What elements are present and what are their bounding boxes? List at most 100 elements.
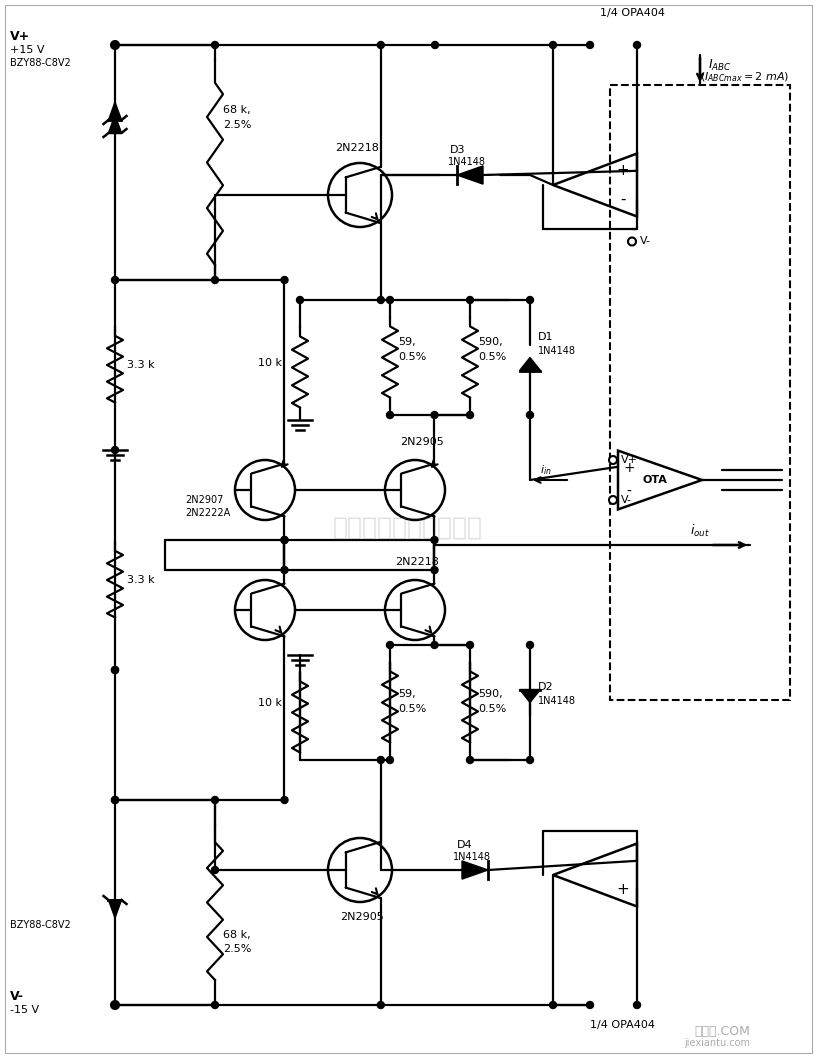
Text: 1/4 OPA404: 1/4 OPA404 [600, 8, 665, 18]
Circle shape [633, 1002, 641, 1008]
Text: -: - [620, 854, 626, 869]
Text: $i_{out}$: $i_{out}$ [690, 523, 710, 539]
Circle shape [281, 536, 288, 544]
Text: D4: D4 [457, 840, 472, 850]
Text: 3.3 k: 3.3 k [127, 574, 154, 585]
Polygon shape [109, 900, 122, 918]
Text: 0.5%: 0.5% [398, 705, 426, 714]
Circle shape [633, 41, 641, 49]
Polygon shape [520, 358, 540, 370]
Circle shape [111, 667, 118, 674]
Circle shape [281, 797, 288, 803]
Text: 0.5%: 0.5% [398, 352, 426, 363]
Circle shape [111, 1002, 118, 1008]
Text: V-: V- [621, 495, 632, 505]
Text: 1N4148: 1N4148 [453, 852, 491, 862]
Circle shape [628, 237, 636, 245]
Text: 10 k: 10 k [258, 697, 282, 708]
Circle shape [281, 566, 288, 573]
Circle shape [212, 41, 218, 49]
Circle shape [111, 41, 119, 49]
Text: OTA: OTA [642, 475, 667, 485]
Text: 0.5%: 0.5% [478, 705, 507, 714]
Text: 1/4 OPA404: 1/4 OPA404 [590, 1020, 655, 1030]
Circle shape [111, 446, 118, 454]
Polygon shape [520, 690, 540, 703]
Text: +: + [617, 881, 629, 897]
Text: V-: V- [10, 990, 24, 1003]
Circle shape [377, 756, 384, 764]
Text: 0.5%: 0.5% [478, 352, 507, 363]
Circle shape [467, 756, 474, 764]
Text: 1N4148: 1N4148 [448, 157, 486, 167]
Text: 59,: 59, [398, 690, 416, 699]
Text: 3.3 k: 3.3 k [127, 360, 154, 370]
Text: V+: V+ [10, 31, 30, 43]
Text: $I_{ABC}$: $I_{ABC}$ [708, 57, 732, 73]
Circle shape [467, 296, 474, 304]
Text: 590,: 590, [478, 338, 502, 347]
Circle shape [609, 456, 617, 464]
Circle shape [111, 797, 118, 803]
Circle shape [467, 641, 474, 649]
Text: 68 k,: 68 k, [223, 105, 251, 115]
Text: BZY88-C8V2: BZY88-C8V2 [10, 920, 71, 930]
Text: V+: V+ [621, 455, 638, 466]
Circle shape [111, 276, 118, 284]
Polygon shape [109, 115, 122, 133]
Text: D3: D3 [450, 145, 466, 156]
Circle shape [609, 496, 617, 504]
Circle shape [377, 296, 384, 304]
Circle shape [431, 41, 439, 49]
Circle shape [467, 412, 474, 419]
Polygon shape [109, 102, 122, 120]
Text: D1: D1 [538, 332, 553, 343]
Circle shape [431, 536, 438, 544]
Text: -15 V: -15 V [10, 1005, 39, 1015]
Circle shape [111, 667, 118, 674]
Text: 68 k,: 68 k, [223, 930, 251, 940]
Text: 2N2218: 2N2218 [395, 557, 439, 567]
Circle shape [431, 641, 438, 649]
Circle shape [526, 756, 534, 764]
Circle shape [111, 1001, 119, 1009]
Text: 1N4148: 1N4148 [538, 346, 576, 355]
Circle shape [212, 867, 218, 874]
Text: 59,: 59, [398, 338, 416, 347]
Text: 590,: 590, [478, 690, 502, 699]
Text: 1N4148: 1N4148 [538, 695, 576, 706]
Polygon shape [462, 861, 488, 879]
Text: $i_{in}$: $i_{in}$ [540, 463, 551, 477]
Circle shape [297, 296, 303, 304]
Circle shape [550, 1002, 556, 1008]
Text: +: + [623, 460, 635, 475]
Circle shape [386, 641, 394, 649]
Text: -: - [627, 486, 632, 499]
Text: 2N2905: 2N2905 [340, 912, 384, 922]
Text: 杭州将審科技有限公司: 杭州将審科技有限公司 [333, 516, 483, 540]
Circle shape [377, 1002, 384, 1008]
Circle shape [587, 1002, 593, 1008]
Circle shape [212, 276, 218, 284]
Circle shape [526, 296, 534, 304]
Text: 2.5%: 2.5% [223, 120, 252, 130]
Text: V-: V- [640, 237, 651, 247]
Text: $(I_{ABCmax} = 2\ mA)$: $(I_{ABCmax} = 2\ mA)$ [700, 70, 789, 84]
Text: jiexiantu.com: jiexiantu.com [684, 1038, 750, 1048]
Text: 10 k: 10 k [258, 358, 282, 367]
Text: 2N2907: 2N2907 [185, 495, 223, 505]
Circle shape [550, 41, 556, 49]
Circle shape [386, 296, 394, 304]
Polygon shape [457, 166, 483, 184]
Circle shape [111, 797, 118, 803]
Circle shape [111, 41, 118, 49]
Text: +: + [617, 163, 629, 179]
Text: -: - [620, 191, 626, 206]
Text: 2N2218: 2N2218 [335, 143, 379, 153]
Circle shape [431, 412, 438, 419]
Circle shape [386, 412, 394, 419]
Text: 2N2905: 2N2905 [400, 437, 444, 446]
Text: D2: D2 [538, 682, 554, 693]
Text: +15 V: +15 V [10, 45, 44, 55]
Text: 接线图.COM: 接线图.COM [694, 1025, 750, 1038]
